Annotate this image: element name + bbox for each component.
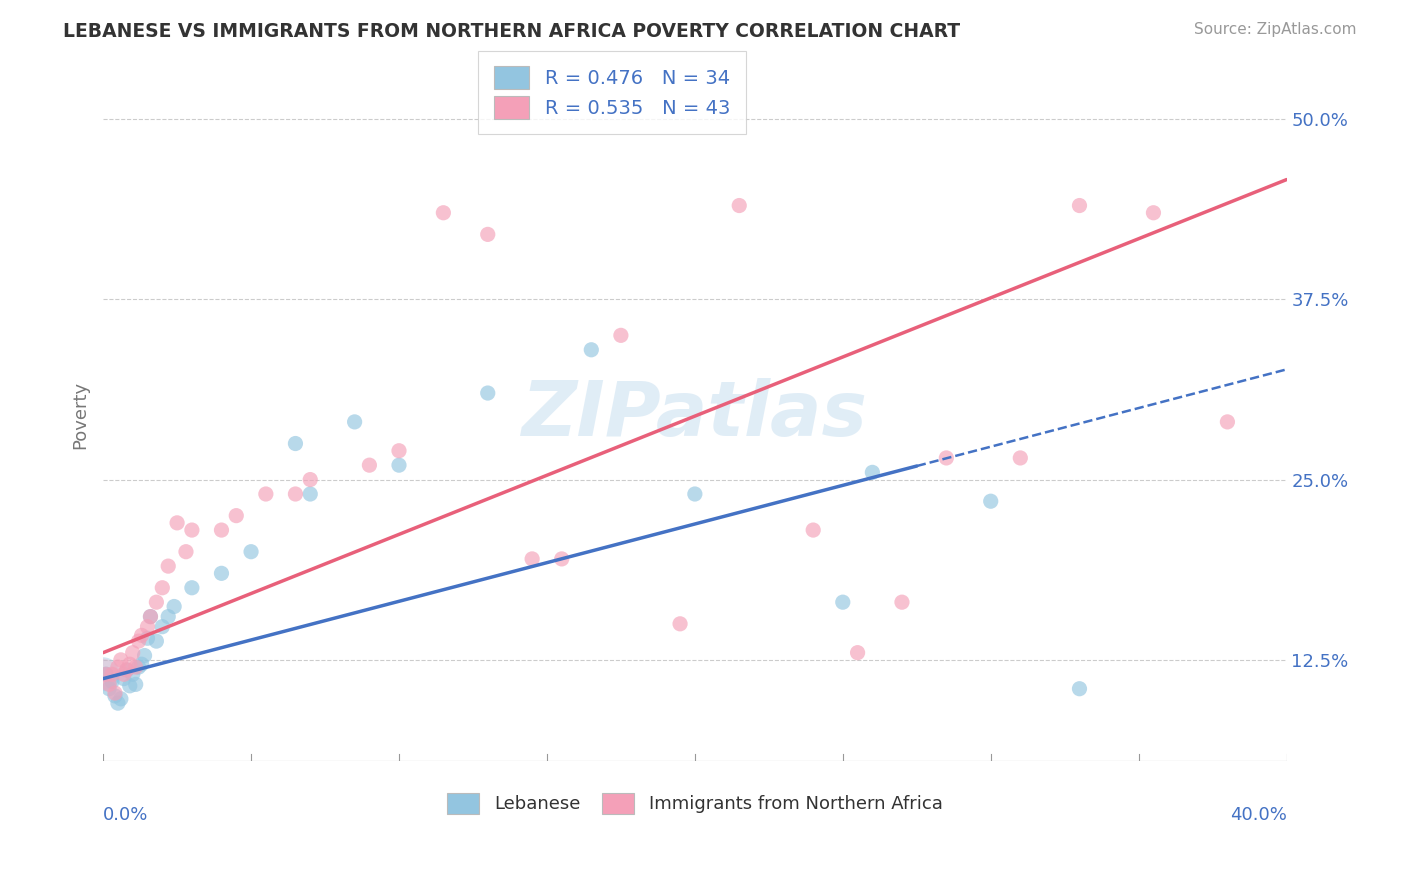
Text: Source: ZipAtlas.com: Source: ZipAtlas.com — [1194, 22, 1357, 37]
Point — [139, 609, 162, 624]
Point — [121, 646, 143, 660]
Point — [166, 516, 188, 530]
Point — [891, 595, 914, 609]
Point — [98, 681, 121, 696]
Point — [112, 667, 135, 681]
Point — [477, 227, 499, 242]
Point — [107, 696, 129, 710]
Point — [145, 595, 167, 609]
Point — [299, 487, 322, 501]
Point — [211, 566, 233, 581]
Point — [610, 328, 633, 343]
Point — [174, 544, 197, 558]
Point — [150, 620, 173, 634]
Point — [299, 473, 322, 487]
Point — [359, 458, 381, 472]
Point — [254, 487, 277, 501]
Point — [157, 559, 180, 574]
Point — [343, 415, 366, 429]
Point — [118, 679, 141, 693]
Y-axis label: Poverty: Poverty — [72, 381, 89, 449]
Point — [128, 660, 150, 674]
Point — [124, 677, 146, 691]
Point — [284, 487, 307, 501]
Point — [110, 653, 132, 667]
Point — [101, 674, 124, 689]
Text: 40.0%: 40.0% — [1230, 805, 1286, 824]
Point — [846, 646, 869, 660]
Point — [115, 663, 138, 677]
Point — [669, 616, 692, 631]
Point — [801, 523, 824, 537]
Point — [157, 609, 180, 624]
Point — [180, 523, 202, 537]
Point — [150, 581, 173, 595]
Point — [1216, 415, 1239, 429]
Point — [1142, 206, 1164, 220]
Point — [388, 443, 411, 458]
Point — [94, 667, 117, 681]
Point — [1010, 450, 1032, 465]
Point — [107, 660, 129, 674]
Point — [104, 686, 127, 700]
Point — [432, 206, 454, 220]
Point — [104, 689, 127, 703]
Point — [124, 660, 146, 674]
Point — [118, 657, 141, 672]
Point — [136, 620, 159, 634]
Point — [728, 198, 751, 212]
Point — [163, 599, 186, 614]
Text: ZIPatlas: ZIPatlas — [522, 377, 868, 451]
Point — [112, 672, 135, 686]
Point — [683, 487, 706, 501]
Point — [225, 508, 247, 523]
Text: LEBANESE VS IMMIGRANTS FROM NORTHERN AFRICA POVERTY CORRELATION CHART: LEBANESE VS IMMIGRANTS FROM NORTHERN AFR… — [63, 22, 960, 41]
Point — [101, 667, 124, 681]
Point — [211, 523, 233, 537]
Text: 0.0%: 0.0% — [103, 805, 149, 824]
Point — [831, 595, 853, 609]
Point — [1069, 198, 1091, 212]
Point — [980, 494, 1002, 508]
Point — [240, 544, 263, 558]
Point — [128, 634, 150, 648]
Point — [131, 657, 153, 672]
Point — [91, 667, 114, 681]
Point — [115, 663, 138, 677]
Point — [551, 552, 574, 566]
Point — [284, 436, 307, 450]
Point — [477, 386, 499, 401]
Point — [98, 677, 121, 691]
Point — [145, 634, 167, 648]
Point — [520, 552, 543, 566]
Point — [139, 609, 162, 624]
Point — [581, 343, 603, 357]
Point — [136, 632, 159, 646]
Point — [860, 466, 883, 480]
Point — [935, 450, 957, 465]
Point — [110, 691, 132, 706]
Point — [91, 667, 114, 681]
Legend: Lebanese, Immigrants from Northern Africa: Lebanese, Immigrants from Northern Afric… — [440, 786, 950, 821]
Point — [134, 648, 156, 663]
Point — [131, 628, 153, 642]
Point — [94, 667, 117, 681]
Point — [1069, 681, 1091, 696]
Point — [388, 458, 411, 472]
Point — [180, 581, 202, 595]
Point — [121, 667, 143, 681]
